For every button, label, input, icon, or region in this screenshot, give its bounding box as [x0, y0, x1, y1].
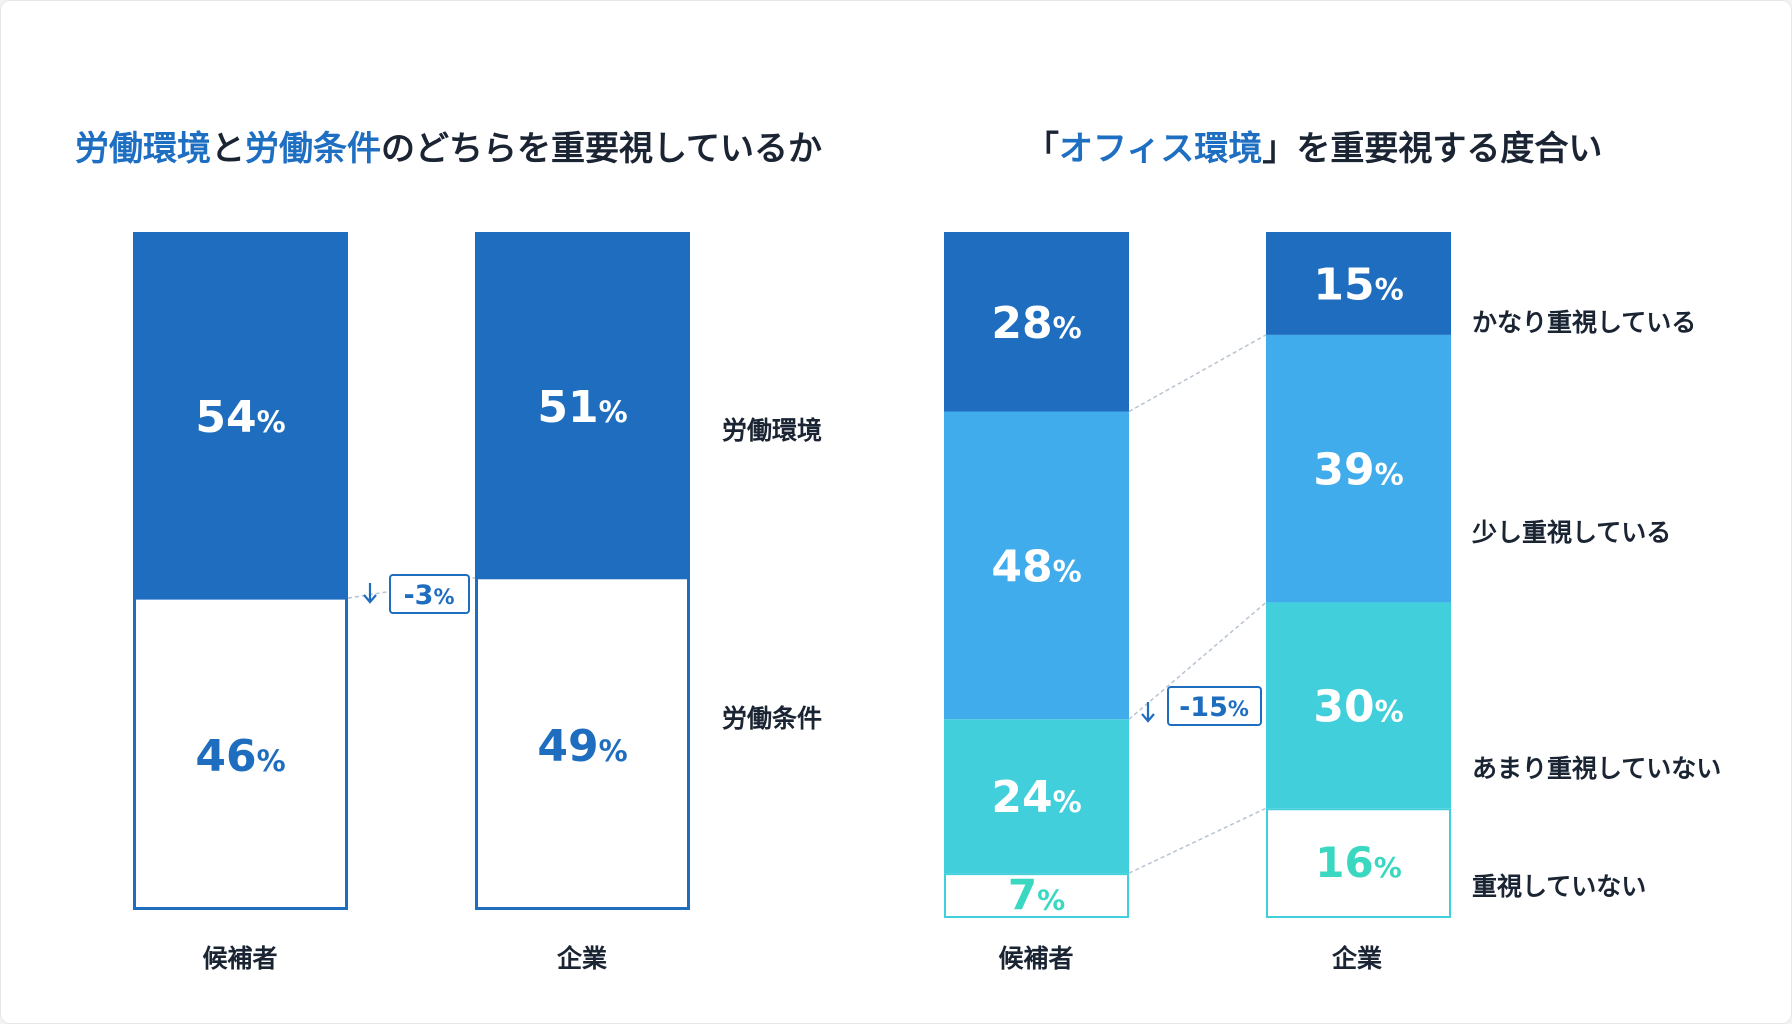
right-bar-0-value-label-0-suffix: %	[1053, 311, 1082, 345]
left-title-part-4: のどちらを重要視しているか	[381, 129, 822, 169]
right-bar-0-segment-1	[944, 411, 1129, 720]
left-bar-1-value-label-bottom-suffix: %	[599, 734, 628, 768]
right-bar-0-value-label-0: 28%	[991, 298, 1081, 349]
left-title-part-2: と	[211, 129, 245, 169]
right-bar-0-value-label-2-suffix: %	[1053, 785, 1082, 819]
left-title-part-3: 労働条件	[245, 129, 381, 169]
left-legend-label-work-environment: 労働環境	[722, 416, 822, 445]
right-bar-0-value-label-2-number: 24	[991, 772, 1052, 823]
right-diff-label-suffix: %	[1228, 697, 1249, 721]
left-bar-0-segment-work-conditions	[133, 596, 348, 910]
right-bar-1-value-label-3-suffix: %	[1374, 851, 1402, 884]
right-category-label-candidate: 候補者	[998, 944, 1073, 973]
right-bar-0-segment-3	[944, 873, 1129, 919]
left-bar-0-value-label-bottom-number: 46	[195, 731, 256, 782]
left-bar-1-value-label-top: 51%	[537, 382, 627, 433]
left-diff-label: -3%	[403, 580, 454, 611]
right-bar-1-segment-0	[1266, 232, 1451, 335]
right-bar-1-value-label-0-suffix: %	[1375, 272, 1404, 306]
right-boundary-connector-0	[1128, 334, 1267, 413]
right-bar-0-value-label-2: 24%	[991, 772, 1081, 823]
left-category-label-company: 企業	[557, 944, 607, 973]
left-bar-1-segment-work-conditions	[475, 576, 690, 911]
left-diff-label-number: -3	[403, 580, 433, 611]
right-boundary-connector-1	[1128, 601, 1267, 720]
right-bar-1-value-label-2: 30%	[1313, 681, 1403, 732]
right-legend-label-somewhat-important: 少し重視している	[1471, 518, 1671, 547]
right-bar-1-value-label-0-number: 15	[1313, 259, 1374, 310]
right-bar-1-value-label-2-number: 30	[1313, 681, 1374, 732]
left-legend-label-work-conditions: 労働条件	[722, 704, 822, 733]
right-bar-1-value-label-1: 39%	[1313, 445, 1403, 496]
right-category-label-company: 企業	[1332, 944, 1382, 973]
right-bar-1-segment-2	[1266, 602, 1451, 809]
left-bar-1-value-label-top-number: 51	[537, 382, 598, 433]
left-bar-1-value-label-bottom: 49%	[537, 721, 627, 772]
left-category-label-candidate: 候補者	[202, 944, 277, 973]
right-bar-0-segment-2	[944, 719, 1129, 874]
left-diff-box	[389, 574, 470, 614]
right-bar-1-value-label-3: 16%	[1315, 838, 1402, 887]
right-legend-label-not-very-important: あまり重視していない	[1472, 754, 1721, 783]
left-bar-1-value-label-bottom-number: 49	[537, 721, 598, 772]
right-diff-label: -15%	[1179, 692, 1249, 723]
right-diff-label-number: -15	[1179, 692, 1228, 723]
right-bar-1-segment-1	[1266, 334, 1451, 603]
right-title-part-1: 「	[1025, 129, 1059, 169]
right-bar-1-value-label-0: 15%	[1313, 259, 1403, 310]
right-bar-0-segment-0	[944, 232, 1129, 412]
right-diff-arrow-head-icon	[1141, 713, 1155, 723]
left-bar-0-value-label-top-suffix: %	[257, 405, 286, 439]
chart-marks: 54%46%51%49%-3%28%48%24%7%15%39%30%16%-1…	[133, 232, 1451, 920]
right-title-part-2: オフィス環境	[1059, 129, 1262, 169]
right-bar-1-segment-3	[1266, 808, 1451, 918]
right-bar-0-value-label-3-suffix: %	[1037, 884, 1065, 917]
left-bar-0-value-label-top-number: 54	[195, 392, 256, 443]
left-bar-0-value-label-top: 54%	[195, 392, 285, 443]
right-chart-title: 「オフィス環境」を重要視する度合い	[1025, 129, 1602, 169]
right-bar-0-value-label-0-number: 28	[991, 298, 1052, 349]
right-legend-label-not-important: 重視していない	[1472, 872, 1646, 901]
left-title-part-1: 労働環境	[75, 129, 211, 169]
left-bar-1-segment-work-environment	[475, 232, 690, 578]
right-bar-1-value-label-2-suffix: %	[1375, 694, 1404, 728]
left-bar-1-value-label-top-suffix: %	[599, 395, 628, 429]
right-bar-1-value-label-3-number: 16	[1315, 838, 1373, 887]
right-bar-0-value-label-1-number: 48	[991, 541, 1052, 592]
right-bar-0-value-label-1-suffix: %	[1053, 554, 1082, 588]
right-bar-0-value-label-3: 7%	[1008, 871, 1065, 920]
right-title-part-3: 」を重要視する度合い	[1262, 129, 1602, 169]
right-diff-box	[1167, 686, 1262, 726]
right-bar-1-value-label-1-number: 39	[1313, 445, 1374, 496]
right-legend-label-very-important: かなり重視している	[1472, 308, 1696, 337]
left-bar-0-value-label-bottom-suffix: %	[257, 744, 286, 778]
left-diff-arrow-head-icon	[363, 594, 377, 604]
left-bar-0-segment-work-environment	[133, 232, 348, 599]
right-boundary-connector-2	[1128, 807, 1267, 874]
right-bar-1-value-label-1-suffix: %	[1375, 458, 1404, 492]
left-diff-label-suffix: %	[433, 585, 454, 609]
left-bar-0-value-label-bottom: 46%	[195, 731, 285, 782]
right-bar-0-value-label-1: 48%	[991, 541, 1081, 592]
left-chart-title: 労働環境と労働条件のどちらを重要視しているか	[75, 129, 822, 169]
right-bar-0-value-label-3-number: 7	[1008, 871, 1037, 920]
